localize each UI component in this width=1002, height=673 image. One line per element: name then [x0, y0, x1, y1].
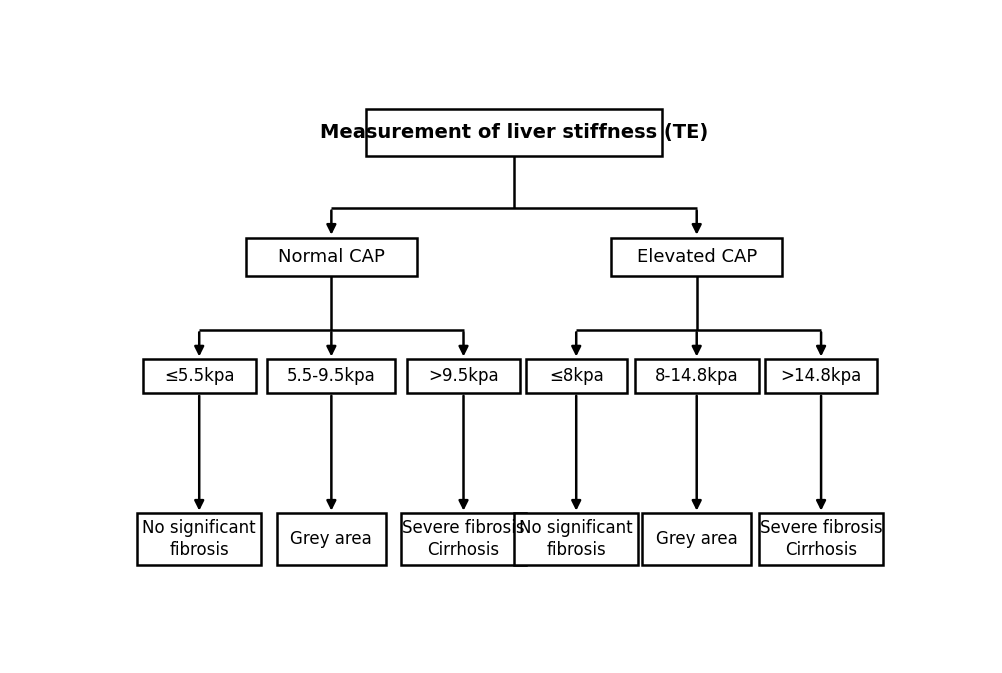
FancyBboxPatch shape — [277, 513, 386, 565]
FancyBboxPatch shape — [401, 513, 525, 565]
Text: >9.5kpa: >9.5kpa — [428, 367, 498, 385]
Text: ≤5.5kpa: ≤5.5kpa — [163, 367, 234, 385]
FancyBboxPatch shape — [610, 238, 782, 277]
Text: No significant
fibrosis: No significant fibrosis — [142, 520, 256, 559]
FancyBboxPatch shape — [245, 238, 417, 277]
FancyBboxPatch shape — [513, 513, 637, 565]
Text: Measurement of liver stiffness (TE): Measurement of liver stiffness (TE) — [320, 123, 707, 142]
FancyBboxPatch shape — [366, 109, 661, 156]
Text: 5.5-9.5kpa: 5.5-9.5kpa — [287, 367, 376, 385]
Text: ≤8kpa: ≤8kpa — [548, 367, 603, 385]
FancyBboxPatch shape — [137, 513, 262, 565]
Text: 8-14.8kpa: 8-14.8kpa — [654, 367, 737, 385]
Text: >14.8kpa: >14.8kpa — [780, 367, 861, 385]
Text: Normal CAP: Normal CAP — [278, 248, 385, 266]
FancyBboxPatch shape — [641, 513, 750, 565]
Text: No significant
fibrosis: No significant fibrosis — [519, 520, 632, 559]
Text: Severe fibrosis
Cirrhosis: Severe fibrosis Cirrhosis — [759, 520, 882, 559]
FancyBboxPatch shape — [142, 359, 256, 393]
FancyBboxPatch shape — [525, 359, 626, 393]
Text: Severe fibrosis
Cirrhosis: Severe fibrosis Cirrhosis — [402, 520, 524, 559]
FancyBboxPatch shape — [267, 359, 395, 393]
FancyBboxPatch shape — [759, 513, 883, 565]
Text: Grey area: Grey area — [291, 530, 372, 548]
Text: Elevated CAP: Elevated CAP — [636, 248, 757, 266]
FancyBboxPatch shape — [634, 359, 759, 393]
Text: Grey area: Grey area — [655, 530, 736, 548]
FancyBboxPatch shape — [764, 359, 877, 393]
FancyBboxPatch shape — [407, 359, 519, 393]
